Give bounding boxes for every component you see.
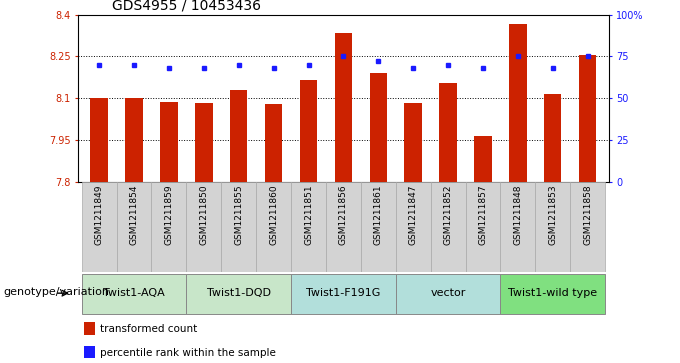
Bar xyxy=(396,182,430,272)
Text: GSM1211856: GSM1211856 xyxy=(339,184,348,245)
Bar xyxy=(125,98,143,182)
Bar xyxy=(116,182,152,272)
Bar xyxy=(221,182,256,272)
Text: transformed count: transformed count xyxy=(101,324,198,334)
Text: Twist1-wild type: Twist1-wild type xyxy=(508,288,597,298)
Text: GSM1211861: GSM1211861 xyxy=(374,184,383,245)
Bar xyxy=(82,274,186,314)
Text: GDS4955 / 10453436: GDS4955 / 10453436 xyxy=(112,0,261,13)
Text: genotype/variation: genotype/variation xyxy=(3,287,109,297)
Bar xyxy=(195,103,213,182)
Bar xyxy=(186,274,291,314)
Text: GSM1211850: GSM1211850 xyxy=(199,184,208,245)
Text: Twist1-F191G: Twist1-F191G xyxy=(306,288,381,298)
Bar xyxy=(186,182,221,272)
Bar xyxy=(396,274,500,314)
Text: GSM1211852: GSM1211852 xyxy=(443,184,453,245)
Text: Twist1-AQA: Twist1-AQA xyxy=(103,288,165,298)
Text: GSM1211847: GSM1211847 xyxy=(409,184,418,245)
Bar xyxy=(439,83,457,182)
Text: GSM1211853: GSM1211853 xyxy=(548,184,558,245)
Bar xyxy=(84,322,95,335)
Text: GSM1211848: GSM1211848 xyxy=(513,184,522,245)
Bar xyxy=(474,136,492,182)
Bar xyxy=(256,182,291,272)
Bar xyxy=(509,24,526,182)
Text: percentile rank within the sample: percentile rank within the sample xyxy=(101,348,276,358)
Bar xyxy=(335,33,352,182)
Bar xyxy=(300,80,318,182)
Text: GSM1211858: GSM1211858 xyxy=(583,184,592,245)
Bar xyxy=(230,90,248,182)
Bar xyxy=(544,94,562,182)
Text: GSM1211849: GSM1211849 xyxy=(95,184,103,245)
Bar xyxy=(90,98,108,182)
Bar xyxy=(571,182,605,272)
Bar xyxy=(361,182,396,272)
Text: GSM1211859: GSM1211859 xyxy=(165,184,173,245)
Text: GSM1211855: GSM1211855 xyxy=(234,184,243,245)
Text: GSM1211860: GSM1211860 xyxy=(269,184,278,245)
Bar xyxy=(291,274,396,314)
Bar xyxy=(82,182,116,272)
Bar xyxy=(500,274,605,314)
Text: GSM1211857: GSM1211857 xyxy=(479,184,488,245)
Bar xyxy=(326,182,361,272)
Bar xyxy=(466,182,500,272)
Bar xyxy=(405,103,422,182)
Bar xyxy=(369,73,387,182)
Bar xyxy=(291,182,326,272)
Bar xyxy=(152,182,186,272)
Bar xyxy=(84,346,95,358)
Bar xyxy=(500,182,535,272)
Text: GSM1211851: GSM1211851 xyxy=(304,184,313,245)
Text: vector: vector xyxy=(430,288,466,298)
Bar xyxy=(160,102,177,182)
Text: GSM1211854: GSM1211854 xyxy=(129,184,139,245)
Text: Twist1-DQD: Twist1-DQD xyxy=(207,288,271,298)
Bar xyxy=(265,103,282,182)
Bar xyxy=(430,182,466,272)
Bar xyxy=(579,55,596,182)
Bar xyxy=(535,182,571,272)
